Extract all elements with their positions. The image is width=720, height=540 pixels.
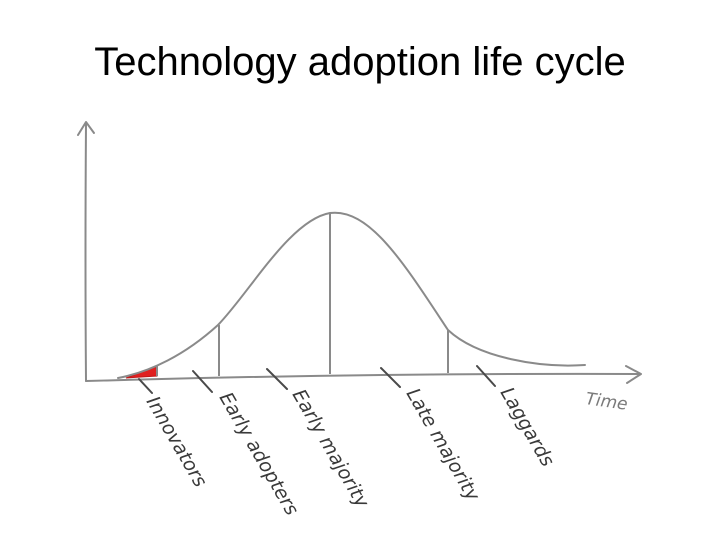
slide-title: Technology adoption life cycle (94, 40, 626, 84)
segment-label-early-majority: Early majority (288, 386, 374, 513)
segment-label-laggards: Laggards (496, 384, 559, 471)
segment-label-early-adopters: Early adopters (215, 389, 303, 520)
y-axis (84, 123, 87, 382)
leader-laggards (476, 365, 496, 387)
x-axis-arrowhead (625, 365, 642, 384)
x-axis-label: Time (584, 389, 629, 415)
leader-innovators (138, 378, 153, 394)
x-axis (85, 372, 641, 382)
segment-label-innovators: Innovators (142, 393, 212, 492)
y-axis-arrowhead (77, 121, 95, 136)
leader-late-majority (380, 367, 401, 388)
leader-early-adopters (192, 370, 213, 393)
adoption-bell-curve (117, 211, 586, 379)
segment-label-late-majority: Late majority (402, 385, 485, 506)
leader-early-majority (266, 368, 288, 390)
